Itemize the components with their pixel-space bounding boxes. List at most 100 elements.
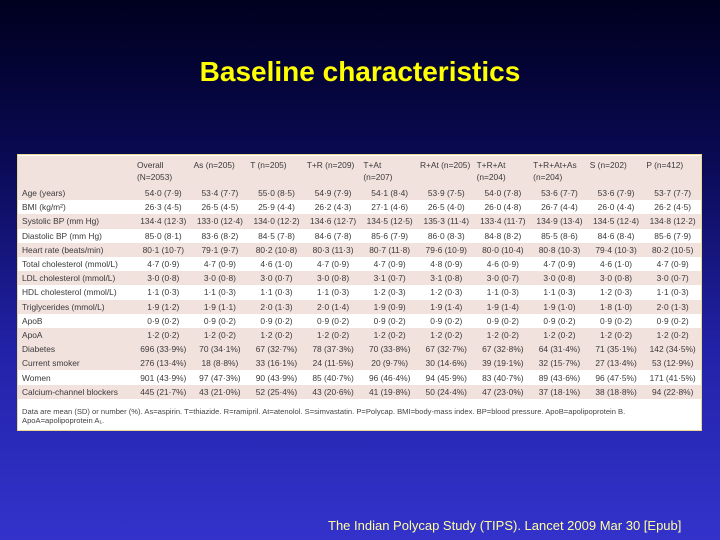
table-cell: 4·7 (0·9) — [361, 256, 418, 272]
table-cell: 696 (33·9%) — [135, 342, 192, 357]
row-label: Calcium-channel blockers — [18, 384, 135, 399]
table-cell: 1·8 (1·0) — [587, 299, 645, 314]
table-cell: 33 (16·1%) — [248, 356, 305, 371]
table-cell: 135·3 (11·4) — [417, 214, 475, 229]
column-header: P (n=412) — [644, 156, 701, 186]
table-cell: 53 (12·9%) — [644, 356, 701, 371]
table-row: LDL cholesterol (mmol/L) 3·0 (0·8) 3·0 (0·… — [18, 271, 701, 286]
table-cell: 1·9 (1·4) — [474, 299, 532, 314]
table-cell: 1·2 (0·3) — [361, 285, 418, 300]
table-cell: 1·2 (0·2) — [531, 327, 588, 343]
table-cell: 32 (15·7%) — [531, 356, 588, 371]
table-cell: 2·0 (1·4) — [304, 299, 362, 314]
table-cell: 4·6 (0·9) — [474, 256, 532, 272]
table-cell: 3·0 (0·7) — [474, 271, 532, 286]
table-cell: 4·7 (0·9) — [531, 256, 588, 272]
column-header: T (n=205) — [248, 156, 305, 186]
table-cell: 83·6 (8·2) — [191, 228, 249, 243]
row-label: BMI (kg/m²) — [18, 200, 135, 215]
table-cell: 94 (45·9%) — [417, 370, 475, 385]
table-cell: 445 (21·7%) — [135, 384, 192, 399]
table-cell: 0·9 (0·2) — [361, 313, 418, 328]
table-row: Diastolic BP (mm Hg) 85·0 (8·1) 83·6 (8·2)… — [18, 228, 701, 243]
table-cell: 0·9 (0·2) — [531, 313, 588, 328]
table-cell: 2·0 (1·3) — [644, 299, 701, 314]
column-header: T+R+At (n=204) — [474, 156, 532, 186]
table-cell: 97 (47·3%) — [191, 370, 249, 385]
table-cell: 3·0 (0·8) — [531, 271, 588, 286]
table-cell: 4·7 (0·9) — [644, 256, 701, 272]
table-cell: 134·9 (13·4) — [531, 214, 588, 229]
table-cell: 134·5 (12·4) — [587, 214, 645, 229]
column-header: T+At (n=207) — [361, 156, 418, 186]
table-cell: 85·0 (8·1) — [135, 228, 192, 243]
table-cell: 54·1 (8·4) — [361, 186, 418, 201]
table-cell: 50 (24·4%) — [417, 384, 475, 399]
table-cell: 26·3 (4·5) — [135, 200, 192, 215]
table-cell: 0·9 (0·2) — [135, 313, 192, 328]
row-label: Total cholesterol (mmol/L) — [18, 256, 135, 272]
table-cell: 1·1 (0·3) — [644, 285, 701, 300]
table-cell: 79·4 (10·3) — [587, 242, 645, 257]
table-cell: 80·2 (10·5) — [644, 242, 701, 257]
table-cell: 4·7 (0·9) — [304, 256, 362, 272]
table-cell: 47 (23·0%) — [474, 384, 532, 399]
table-row: Calcium-channel blockers 445 (21·7%) 43 (2… — [18, 384, 701, 399]
table-cell: 26·5 (4·0) — [417, 200, 475, 215]
table-cell: 3·0 (0·8) — [135, 271, 192, 286]
baseline-table-panel: Overall (N=2053) As (n=205) T (n=205) T+R (n… — [17, 154, 702, 431]
table-cell: 80·7 (11·8) — [361, 242, 418, 257]
table-cell: 0·9 (0·2) — [587, 313, 645, 328]
row-label: Systolic BP (mm Hg) — [18, 214, 135, 229]
table-cell: 70 (34·1%) — [191, 342, 249, 357]
table-cell: 90 (43·9%) — [248, 370, 305, 385]
column-header: S (n=202) — [587, 156, 645, 186]
table-cell: 85·6 (7·9) — [361, 228, 418, 243]
table-cell: 26·2 (4·3) — [304, 200, 362, 215]
table-cell: 2·0 (1·3) — [248, 299, 305, 314]
citation: The Indian Polycap Study (TIPS). Lancet … — [328, 518, 682, 533]
table-header-row: Overall (N=2053) As (n=205) T (n=205) T+R (n… — [18, 156, 701, 186]
row-label: LDL cholesterol (mmol/L) — [18, 271, 135, 286]
row-label: HDL cholesterol (mmol/L) — [18, 285, 135, 300]
table-cell: 54·0 (7·8) — [474, 186, 532, 201]
table-cell: 52 (25·4%) — [248, 384, 305, 399]
table-cell: 1·1 (0·3) — [135, 285, 192, 300]
table-cell: 24 (11·5%) — [304, 356, 362, 371]
column-header: R+At (n=205) — [417, 156, 475, 186]
table-cell: 43 (20·6%) — [304, 384, 362, 399]
row-label: ApoA — [18, 327, 135, 343]
row-label: ApoB — [18, 313, 135, 328]
table-cell: 1·2 (0·2) — [248, 327, 305, 343]
table-row: Systolic BP (mm Hg) 134·4 (12·3) 133·0 (12… — [18, 214, 701, 229]
table-cell: 3·0 (0·7) — [644, 271, 701, 286]
table-cell: 142 (34·5%) — [644, 342, 701, 357]
table-cell: 43 (21·0%) — [191, 384, 249, 399]
table-cell: 1·2 (0·2) — [361, 327, 418, 343]
table-cell: 30 (14·6%) — [417, 356, 475, 371]
table-cell: 39 (19·1%) — [474, 356, 532, 371]
table-row: HDL cholesterol (mmol/L) 1·1 (0·3) 1·1 (0·… — [18, 285, 701, 300]
table-cell: 86·0 (8·3) — [417, 228, 475, 243]
row-label: Current smoker — [18, 356, 135, 371]
row-label: Women — [18, 370, 135, 385]
table-cell: 64 (31·4%) — [531, 342, 588, 357]
table-cell: 26·0 (4·4) — [587, 200, 645, 215]
table-cell: 85 (40·7%) — [304, 370, 362, 385]
baseline-characteristics-table: Overall (N=2053) As (n=205) T (n=205) T+R (n… — [18, 156, 701, 399]
row-label: Diabetes — [18, 342, 135, 357]
column-header — [18, 156, 135, 186]
table-cell: 1·2 (0·3) — [587, 285, 645, 300]
table-cell: 0·9 (0·2) — [248, 313, 305, 328]
table-cell: 1·2 (0·2) — [417, 327, 475, 343]
column-header: Overall (N=2053) — [135, 156, 192, 186]
table-cell: 96 (47·5%) — [587, 370, 645, 385]
table-cell: 134·5 (12·5) — [361, 214, 418, 229]
table-cell: 1·1 (0·3) — [248, 285, 305, 300]
row-label: Triglycerides (mmol/L) — [18, 299, 135, 314]
table-cell: 134·6 (12·7) — [304, 214, 362, 229]
table-cell: 67 (32·7%) — [248, 342, 305, 357]
table-cell: 94 (22·8%) — [644, 384, 701, 399]
table-cell: 0·9 (0·2) — [417, 313, 475, 328]
table-cell: 53·4 (7·7) — [191, 186, 249, 201]
